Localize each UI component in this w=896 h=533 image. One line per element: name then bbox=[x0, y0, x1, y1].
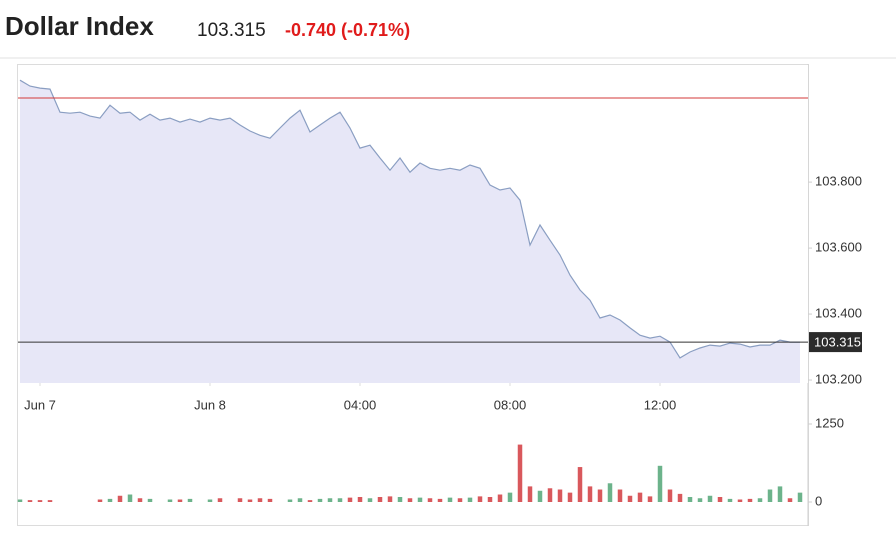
x-tick-label: 08:00 bbox=[494, 397, 527, 412]
price: 103.315 bbox=[197, 20, 266, 41]
volume-bar bbox=[37, 500, 43, 502]
volume-bar bbox=[777, 486, 783, 502]
volume-bar bbox=[407, 498, 413, 502]
volume-bar bbox=[507, 492, 513, 502]
volume-bar bbox=[297, 498, 303, 502]
volume-bar bbox=[597, 489, 603, 502]
volume-bar bbox=[217, 498, 223, 502]
volume-bar bbox=[247, 499, 253, 502]
volume-bar bbox=[427, 498, 433, 502]
y-tick-label: 103.800 bbox=[815, 174, 862, 189]
volume-bar bbox=[707, 495, 713, 502]
volume-bar bbox=[767, 489, 773, 502]
volume-bar bbox=[667, 489, 673, 502]
volume-bar bbox=[127, 494, 133, 502]
volume-bar bbox=[607, 483, 613, 502]
volume-bar bbox=[717, 497, 723, 502]
volume-bar bbox=[237, 498, 243, 502]
volume-bar bbox=[287, 499, 293, 502]
price-change: -0.740 (-0.71%) bbox=[285, 20, 410, 40]
volume-bar bbox=[147, 498, 153, 502]
volume-bar bbox=[267, 498, 273, 502]
volume-bar bbox=[397, 497, 403, 502]
volume-bar bbox=[647, 496, 653, 502]
chart-title: Dollar Index bbox=[5, 11, 154, 41]
volume-bar bbox=[17, 499, 23, 502]
volume-bar bbox=[797, 492, 803, 502]
volume-bar bbox=[577, 467, 583, 502]
volume-bar bbox=[567, 492, 573, 502]
volume-bar bbox=[137, 498, 143, 502]
x-tick-label: 04:00 bbox=[344, 397, 377, 412]
price-label-box bbox=[809, 332, 862, 353]
volume-bar bbox=[737, 499, 743, 502]
volume-bar bbox=[497, 494, 503, 502]
volume-bar bbox=[437, 498, 443, 502]
volume-bar bbox=[97, 499, 103, 502]
volume-bar bbox=[307, 500, 313, 502]
volume-bar bbox=[587, 486, 593, 502]
volume-bar bbox=[477, 496, 483, 502]
volume-bar bbox=[257, 498, 263, 502]
volume-bar bbox=[207, 499, 213, 502]
volume-bar bbox=[637, 492, 643, 502]
volume-bar bbox=[617, 489, 623, 502]
y-tick-label: 103.600 bbox=[815, 240, 862, 255]
volume-bar bbox=[317, 498, 323, 502]
volume-bar bbox=[337, 498, 343, 502]
volume-bar bbox=[727, 498, 733, 502]
volume-bar bbox=[417, 497, 423, 502]
plot: Investing.com103.315103.200103.400103.60… bbox=[17, 65, 862, 508]
volume-bar bbox=[697, 498, 703, 502]
price-area bbox=[20, 80, 800, 383]
volume-bar bbox=[377, 497, 383, 502]
volume-bar bbox=[447, 497, 453, 502]
volume-bar bbox=[347, 497, 353, 502]
volume-bar bbox=[517, 444, 523, 502]
volume-bar bbox=[177, 499, 183, 502]
volume-bar bbox=[657, 465, 663, 502]
volume-bar bbox=[117, 495, 123, 502]
x-tick-label: Jun 8 bbox=[194, 397, 226, 412]
price-label: 103.315 bbox=[814, 335, 861, 350]
volume-tick-label: 0 bbox=[815, 493, 822, 508]
volume-bar bbox=[627, 495, 633, 502]
volume-bar bbox=[467, 497, 473, 502]
volume-bar bbox=[787, 498, 793, 502]
y-tick-label: 103.200 bbox=[815, 371, 862, 386]
volume-bar bbox=[47, 500, 53, 502]
volume-bar bbox=[367, 498, 373, 502]
volume-bar bbox=[757, 498, 763, 502]
volume-bar bbox=[457, 498, 463, 502]
volume-bar bbox=[557, 489, 563, 502]
volume-tick-label: 1250 bbox=[815, 415, 844, 430]
volume-bar bbox=[327, 498, 333, 502]
volume-bar bbox=[747, 498, 753, 502]
volume-bar bbox=[687, 497, 693, 502]
volume-bar bbox=[187, 498, 193, 502]
volume-bar bbox=[487, 497, 493, 502]
y-tick-label: 103.400 bbox=[815, 305, 862, 320]
x-tick-label: Jun 7 bbox=[24, 397, 56, 412]
volume-bar bbox=[107, 498, 113, 502]
volume-bar bbox=[547, 488, 553, 502]
x-tick-label: 12:00 bbox=[644, 397, 677, 412]
volume-bar bbox=[527, 486, 533, 502]
volume-bar bbox=[537, 490, 543, 502]
volume-bar bbox=[27, 500, 33, 502]
volume-bar bbox=[387, 496, 393, 502]
volume-bar bbox=[357, 497, 363, 502]
volume-bar bbox=[677, 493, 683, 502]
volume-bar bbox=[167, 499, 173, 502]
